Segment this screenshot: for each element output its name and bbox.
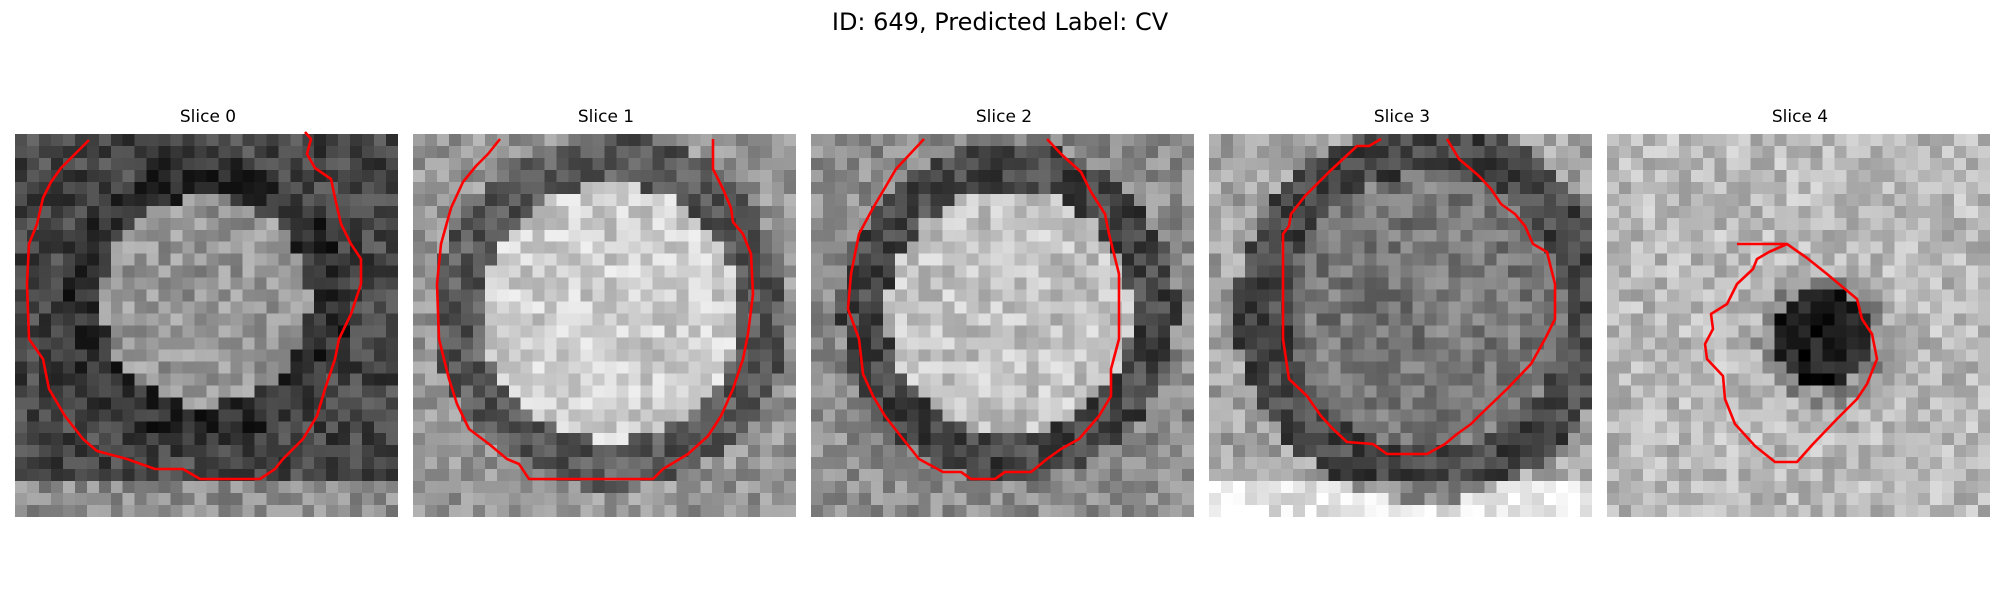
segmentation-contour <box>1281 137 1557 456</box>
slice-title: Slice 0 <box>179 107 237 127</box>
slice-title: Slice 1 <box>577 107 635 127</box>
slice-panel-1: Slice 1 <box>413 106 799 517</box>
figure-title: ID: 649, Predicted Label: CV <box>831 8 1169 36</box>
segmentation-contour <box>1703 242 1879 464</box>
slice-panel-2: Slice 2 <box>811 106 1197 517</box>
slice-panel-3: Slice 3 <box>1209 106 1595 517</box>
slice-image <box>1607 134 1990 517</box>
segmentation-contour <box>435 138 755 481</box>
slice-title: Slice 3 <box>1373 107 1431 127</box>
slice-panel-4: Slice 4 <box>1607 106 1993 517</box>
slice-title: Slice 4 <box>1771 107 1829 127</box>
slice-title: Slice 2 <box>975 107 1033 127</box>
segmentation-contour <box>25 131 363 481</box>
segmentation-contour <box>846 138 1121 481</box>
slice-panel-0: Slice 0 <box>15 106 401 517</box>
slice-image <box>413 134 796 517</box>
slice-image <box>811 134 1194 517</box>
